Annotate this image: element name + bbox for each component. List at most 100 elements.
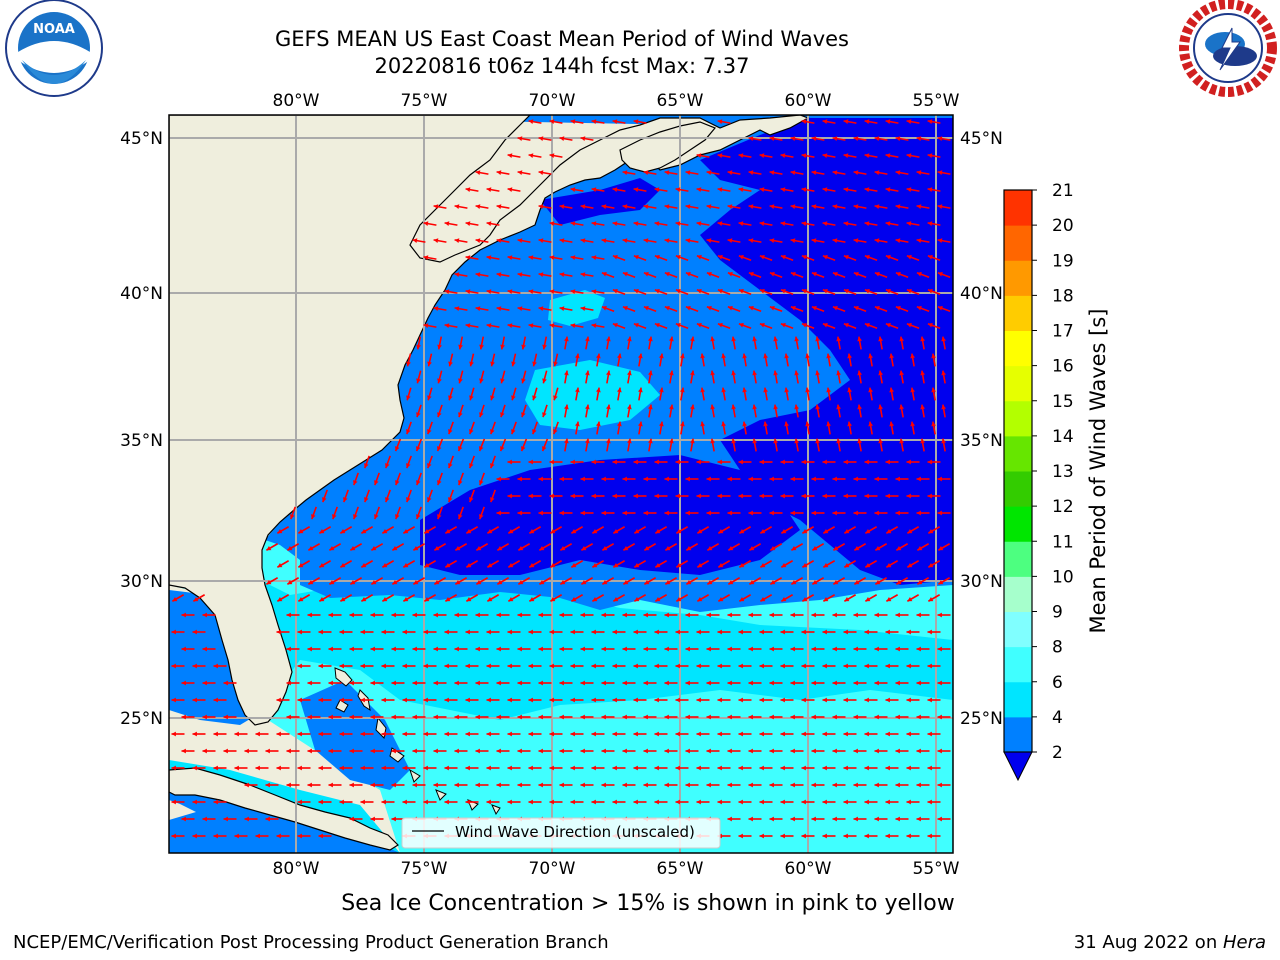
vector-arrow	[790, 476, 804, 482]
vector-arrow	[738, 697, 752, 703]
vector-arrow	[559, 136, 573, 141]
vector-arrow	[664, 782, 678, 788]
vector-arrow	[706, 238, 720, 243]
lat-label-left: 40°N	[120, 284, 163, 304]
lon-label-top: 75°W	[401, 91, 448, 111]
colorbar-tick-label: 6	[1052, 673, 1063, 693]
vector-arrow	[444, 289, 458, 294]
vector-arrow	[822, 594, 836, 602]
vector-arrow	[591, 526, 605, 534]
vector-arrow	[622, 782, 636, 788]
us-mainland	[169, 115, 810, 726]
vector-arrow	[328, 680, 342, 686]
vector-arrow	[528, 629, 542, 635]
vector-arrow	[927, 459, 941, 465]
vector-arrow	[790, 510, 804, 516]
vector-arrow	[843, 594, 857, 602]
vector-arrow	[874, 680, 888, 686]
vector-arrow	[528, 765, 542, 771]
vector-arrow	[759, 697, 773, 703]
vector-arrow	[727, 272, 741, 278]
vector-arrow	[564, 336, 569, 350]
vector-arrow	[843, 119, 857, 124]
vector-arrow	[322, 489, 328, 503]
vector-arrow	[360, 560, 374, 568]
vector-arrow	[353, 472, 359, 486]
vector-arrow	[864, 153, 878, 158]
vector-arrow	[570, 493, 584, 499]
vector-arrow	[648, 438, 653, 452]
vector-arrow	[318, 594, 332, 602]
vector-arrow	[811, 816, 825, 822]
vector-arrow	[759, 629, 773, 635]
vector-arrow	[748, 476, 762, 482]
vector-arrow	[402, 526, 416, 534]
vector-arrow	[612, 459, 626, 465]
vector-arrow	[290, 506, 296, 520]
vector-arrow	[685, 204, 699, 209]
vector-arrow	[559, 782, 573, 788]
vector-arrow	[612, 526, 626, 534]
vector-arrow	[717, 221, 731, 226]
vector-arrow	[454, 782, 468, 788]
vector-arrow	[794, 438, 799, 452]
vector-arrow	[853, 646, 867, 652]
vector-arrow	[307, 748, 321, 754]
lat-label-right: 30°N	[960, 572, 1003, 592]
vector-arrow	[780, 526, 794, 534]
vector-arrow	[406, 387, 412, 401]
vector-arrow	[538, 510, 552, 516]
vector-arrow	[601, 204, 615, 209]
vector-arrow	[521, 370, 527, 384]
vector-arrow	[927, 833, 941, 839]
vector-arrow	[433, 238, 447, 243]
vector-arrow	[475, 170, 489, 175]
vector-arrow	[406, 421, 412, 435]
vector-arrow	[731, 438, 736, 452]
vector-arrow	[769, 612, 783, 618]
vector-arrow	[853, 714, 867, 720]
vector-arrow	[717, 187, 731, 192]
vector-arrow	[801, 731, 815, 737]
vector-arrow	[717, 663, 731, 669]
vector-arrow	[801, 459, 815, 465]
vector-arrow	[591, 731, 605, 737]
vector-arrow	[328, 577, 342, 585]
vector-arrow	[706, 510, 720, 516]
vector-arrow	[696, 731, 710, 737]
vector-arrow	[381, 594, 395, 602]
vector-arrow	[696, 697, 710, 703]
lat-label-right: 45°N	[960, 129, 1003, 149]
vector-arrow	[486, 594, 500, 602]
vector-arrow	[648, 404, 653, 418]
vector-arrow	[927, 629, 941, 635]
vector-arrow	[832, 714, 846, 720]
vector-arrow	[318, 663, 332, 669]
vector-arrow	[874, 816, 888, 822]
vector-arrow	[927, 663, 941, 669]
vector-arrow	[549, 629, 563, 635]
vector-arrow	[801, 663, 815, 669]
vector-arrow	[727, 510, 741, 516]
vector-arrow	[391, 646, 405, 652]
vector-arrow	[941, 370, 946, 384]
vector-arrow	[171, 663, 185, 669]
vector-arrow	[349, 816, 363, 822]
vector-arrow	[606, 438, 611, 452]
vector-arrow	[486, 289, 500, 294]
vector-arrow	[759, 459, 773, 465]
vector-arrow	[885, 697, 899, 703]
vector-arrow	[549, 560, 563, 568]
vector-arrow	[549, 289, 563, 294]
vector-arrow	[654, 187, 668, 192]
vector-arrow	[328, 646, 342, 652]
vector-arrow	[500, 336, 506, 350]
vector-arrow	[517, 170, 531, 175]
vector-arrow	[763, 421, 768, 435]
vector-arrow	[617, 353, 622, 367]
vector-arrow	[559, 476, 573, 482]
vector-arrow	[664, 510, 678, 516]
vector-arrow	[448, 387, 454, 401]
vector-arrow	[706, 612, 720, 618]
vector-arrow	[675, 765, 689, 771]
